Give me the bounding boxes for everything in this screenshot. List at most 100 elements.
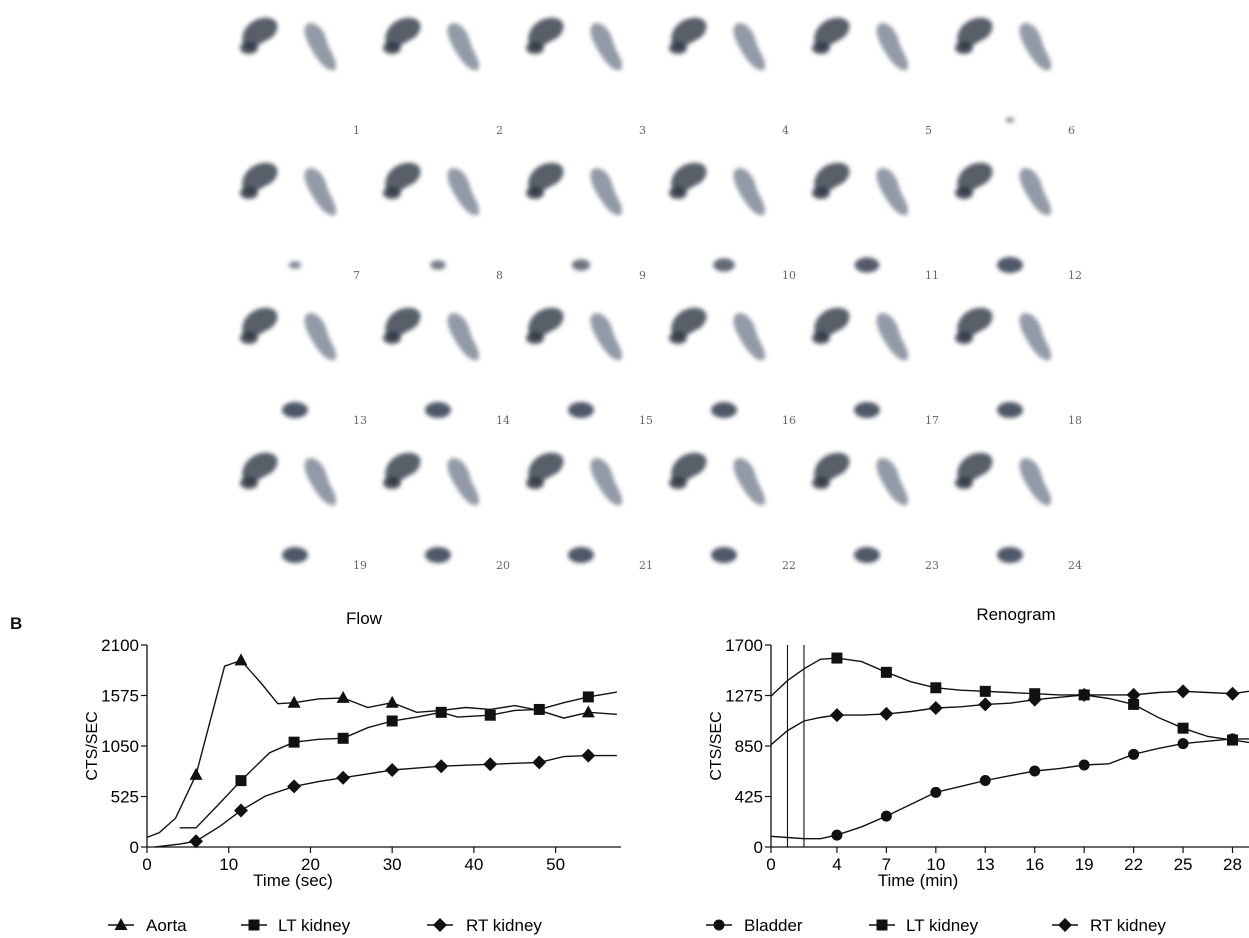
x-tick-label: 10 — [926, 855, 945, 874]
legend-label: RT kidney — [1090, 916, 1166, 935]
data-point — [879, 706, 894, 721]
x-tick-label: 30 — [383, 855, 402, 874]
x-axis-label: Time (sec) — [253, 871, 333, 890]
x-tick-label: 40 — [464, 855, 483, 874]
scan-frame: 24 — [955, 452, 1082, 570]
legend-marker — [433, 918, 447, 932]
frame-number: 16 — [782, 414, 796, 427]
scan-frame: 11 — [812, 162, 939, 282]
frame-number: 2 — [496, 124, 503, 137]
x-tick-label: 13 — [976, 855, 995, 874]
scan-frame: 1 — [240, 17, 360, 137]
frame-number: 22 — [782, 559, 796, 570]
frame-number: 23 — [925, 559, 939, 570]
y-tick-label: 425 — [735, 788, 763, 807]
data-point — [1177, 738, 1189, 750]
data-point — [288, 736, 300, 748]
frame-number: 7 — [353, 269, 360, 282]
scan-frame: 3 — [526, 17, 646, 137]
data-point — [1128, 698, 1140, 710]
data-point — [484, 709, 496, 721]
series-line — [770, 657, 1249, 744]
chart-title: Renogram — [976, 605, 1055, 624]
data-point — [880, 810, 892, 822]
frame-number: 21 — [639, 559, 653, 570]
legend-item: Bladder — [706, 916, 803, 935]
data-point — [979, 685, 991, 697]
frame-number: 14 — [496, 414, 510, 427]
data-point — [581, 705, 595, 718]
y-tick-label: 0 — [754, 838, 763, 857]
frame-number: 3 — [639, 124, 646, 137]
scan-frame: 17 — [812, 307, 939, 427]
frame-number: 8 — [496, 269, 503, 282]
scan-frame: 16 — [669, 307, 796, 427]
series-lt-kidney — [770, 652, 1249, 746]
scan-frame: 9 — [526, 162, 646, 282]
legend-item: LT kidney — [241, 916, 351, 935]
data-point — [337, 732, 349, 744]
data-point — [930, 786, 942, 798]
frame-number: 9 — [639, 269, 646, 282]
scan-frame: 7 — [240, 162, 360, 282]
renogram-chart: Renogram 0 425 850 1275 1700 0 4 7 10 13 16 19 22 25 28… — [706, 605, 1249, 935]
scan-frame: 5 — [812, 17, 932, 137]
data-point — [1027, 692, 1042, 707]
scan-frame: 4 — [669, 17, 789, 137]
data-point — [483, 757, 498, 772]
x-tick-label: 10 — [219, 855, 238, 874]
legend-marker — [248, 919, 260, 931]
panel-label-b: B — [10, 614, 23, 633]
frame-number: 20 — [496, 559, 510, 570]
frame-number: 11 — [925, 269, 939, 282]
scan-frame: 19 — [240, 452, 367, 570]
legend-label: RT kidney — [466, 916, 542, 935]
series-lt-kidney — [179, 691, 618, 829]
series-line — [770, 690, 1249, 746]
data-point — [1077, 687, 1092, 702]
data-point — [1227, 734, 1239, 746]
scan-frame: 22 — [669, 452, 796, 570]
scan-frame: 18 — [955, 307, 1082, 427]
y-tick-label: 1050 — [101, 737, 139, 756]
data-point — [189, 834, 204, 849]
data-point — [434, 759, 449, 774]
x-tick-label: 20 — [301, 855, 320, 874]
data-point — [831, 829, 843, 841]
data-point — [581, 748, 596, 763]
y-axis-label: CTS/SEC — [708, 711, 725, 780]
y-tick-label: 850 — [735, 737, 763, 756]
y-tick-label: 0 — [130, 838, 139, 857]
x-axis-label: Time (min) — [878, 871, 959, 890]
legend-label: Aorta — [146, 916, 187, 935]
x-tick-label: 19 — [1075, 855, 1094, 874]
data-point — [435, 706, 447, 718]
scan-frame: 8 — [383, 162, 503, 282]
data-point — [532, 755, 547, 770]
legend-marker — [713, 919, 725, 931]
scan-frame: 10 — [669, 162, 796, 282]
legend-item: RT kidney — [1052, 916, 1166, 935]
y-tick-label: 1575 — [101, 687, 139, 706]
frame-number: 4 — [782, 124, 789, 137]
frame-number: 18 — [1068, 414, 1082, 427]
y-tick-label: 1700 — [725, 636, 763, 655]
series-aorta — [146, 653, 617, 839]
legend-marker — [114, 918, 128, 930]
data-point — [928, 700, 943, 715]
data-point — [979, 774, 991, 786]
data-point — [385, 695, 399, 708]
data-point — [1078, 759, 1090, 771]
data-point — [880, 666, 892, 678]
x-tick-label: 25 — [1174, 855, 1193, 874]
data-point — [1176, 684, 1191, 699]
data-point — [287, 779, 302, 794]
y-tick-label: 2100 — [101, 636, 139, 655]
data-point — [336, 770, 351, 785]
x-tick-label: 0 — [766, 855, 775, 874]
x-tick-label: 16 — [1025, 855, 1044, 874]
frame-number: 1 — [353, 124, 360, 137]
data-point — [234, 653, 248, 666]
data-point — [386, 715, 398, 727]
